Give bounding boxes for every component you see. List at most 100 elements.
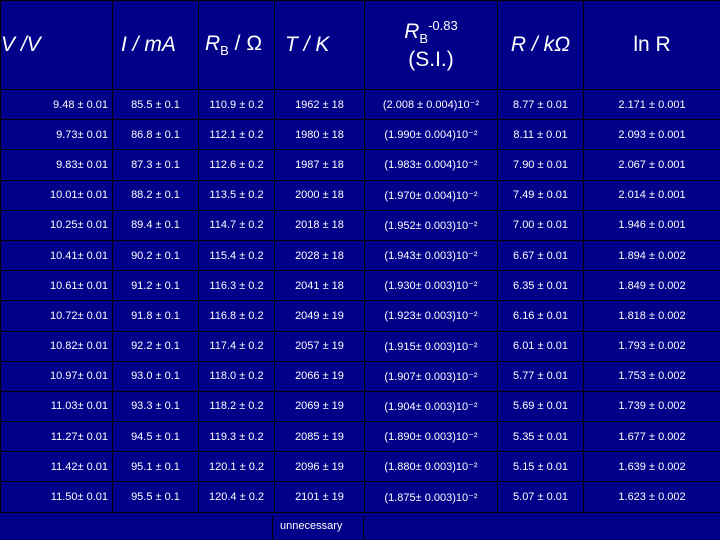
- cell-resistance: 5.07 ± 0.01: [497, 481, 584, 513]
- header-rb-power: RB-0.83 (S.I.): [364, 0, 498, 90]
- cell-voltage: 9.73± 0.01: [0, 119, 113, 151]
- cell-temperature: 2066 ± 19: [274, 360, 365, 392]
- cell-voltage: 10.25± 0.01: [0, 209, 113, 241]
- cell-resistance: 6.35 ± 0.01: [497, 270, 584, 302]
- cell-rb: 112.6 ± 0.2: [198, 149, 275, 181]
- cell-ln-r: 2.171 ± 0.001: [583, 88, 720, 121]
- cell-temperature: 2069 ± 19: [274, 390, 365, 423]
- cell-ln-r: 1.793 ± 0.002: [583, 330, 720, 362]
- cell-temperature: 1980 ± 18: [274, 119, 365, 151]
- cell-voltage: 10.72± 0.01: [0, 300, 113, 332]
- cell-voltage: 11.42± 0.01: [0, 451, 113, 483]
- cell-ln-r: 2.014 ± 0.001: [583, 179, 720, 211]
- header-voltage: V /V: [0, 0, 113, 90]
- cell-ln-r: 1.894 ± 0.002: [583, 239, 720, 272]
- header-rb-sub: B: [220, 43, 229, 59]
- cell-ln-r: 2.093 ± 0.001: [583, 119, 720, 151]
- header-temperature: T / K: [274, 0, 365, 90]
- cell-temperature: 2028 ± 18: [274, 239, 365, 272]
- cell-resistance: 5.69 ± 0.01: [497, 390, 584, 423]
- table-row: 11.50± 0.01 95.5 ± 0.1 120.4 ± 0.2 2101 ± 1…: [0, 481, 720, 513]
- cell-rb-power: (1.952± 0.003)10⁻²: [364, 209, 498, 241]
- header-rb-power-unit: (S.I.): [408, 48, 454, 72]
- cell-current: 95.1 ± 0.1: [112, 451, 199, 483]
- cell-rb-power: (1.875± 0.003)10⁻²: [364, 481, 498, 513]
- table-body: 9.48 ± 0.01 85.5 ± 0.1 110.9 ± 0.2 1962 ± 1…: [0, 88, 720, 513]
- table-row: 10.41± 0.01 90.2 ± 0.1 115.4 ± 0.2 2028 ± 1…: [0, 239, 720, 272]
- cell-temperature: 2049 ± 19: [274, 300, 365, 332]
- cell-resistance: 6.01 ± 0.01: [497, 330, 584, 362]
- cell-ln-r: 1.623 ± 0.002: [583, 481, 720, 513]
- table-row: 11.42± 0.01 95.1 ± 0.1 120.1 ± 0.2 2096 ± 1…: [0, 451, 720, 483]
- cell-voltage: 10.97± 0.01: [0, 360, 113, 392]
- cell-rb-power: (1.970± 0.004)10⁻²: [364, 179, 498, 211]
- cell-resistance: 8.11 ± 0.01: [497, 119, 584, 151]
- cell-current: 93.0 ± 0.1: [112, 360, 199, 392]
- table-row: 10.01± 0.01 88.2 ± 0.1 113.5 ± 0.2 2000 ± 1…: [0, 179, 720, 211]
- cell-ln-r: 1.739 ± 0.002: [583, 390, 720, 423]
- cell-rb-power: (1.880± 0.003)10⁻²: [364, 451, 498, 483]
- cell-voltage: 10.61± 0.01: [0, 270, 113, 302]
- cell-ln-r: 2.067 ± 0.001: [583, 149, 720, 181]
- header-rb-power-symbol: R: [404, 19, 420, 43]
- cell-voltage: 9.83± 0.01: [0, 149, 113, 181]
- table-row: 9.48 ± 0.01 85.5 ± 0.1 110.9 ± 0.2 1962 ± 1…: [0, 88, 720, 121]
- cell-rb: 117.4 ± 0.2: [198, 330, 275, 362]
- table-row: 11.27± 0.01 94.5 ± 0.1 119.3 ± 0.2 2085 ± 1…: [0, 421, 720, 453]
- cell-rb: 113.5 ± 0.2: [198, 179, 275, 211]
- cell-rb: 120.1 ± 0.2: [198, 451, 275, 483]
- cell-resistance: 5.77 ± 0.01: [497, 360, 584, 392]
- cell-rb: 118.0 ± 0.2: [198, 360, 275, 392]
- cell-current: 91.8 ± 0.1: [112, 300, 199, 332]
- cell-rb-power: (1.990± 0.004)10⁻²: [364, 119, 498, 151]
- table-row: 10.82± 0.01 92.2 ± 0.1 117.4 ± 0.2 2057 ± 1…: [0, 330, 720, 362]
- cell-rb-power: (1.907± 0.003)10⁻²: [364, 360, 498, 392]
- header-ln-r: ln R: [583, 0, 720, 90]
- cell-rb-power: (1.923± 0.003)10⁻²: [364, 300, 498, 332]
- table-row: 9.73± 0.01 86.8 ± 0.1 112.1 ± 0.2 1980 ± 18…: [0, 119, 720, 151]
- table-row: 10.97± 0.01 93.0 ± 0.1 118.0 ± 0.2 2066 ± 1…: [0, 360, 720, 392]
- header-rb: RB / Ω: [198, 0, 275, 90]
- cell-rb: 120.4 ± 0.2: [198, 481, 275, 513]
- footer-cell: [272, 516, 364, 540]
- cell-resistance: 7.00 ± 0.01: [497, 209, 584, 241]
- header-resistance-label: R / kΩ: [510, 33, 571, 56]
- header-rb-power-exponent: -0.83: [428, 17, 458, 33]
- cell-voltage: 10.41± 0.01: [0, 239, 113, 272]
- cell-voltage: 10.01± 0.01: [0, 179, 113, 211]
- cell-ln-r: 1.946 ± 0.001: [583, 209, 720, 241]
- cell-ln-r: 1.639 ± 0.002: [583, 451, 720, 483]
- cell-ln-r: 1.849 ± 0.002: [583, 270, 720, 302]
- cell-temperature: 2101 ± 19: [274, 481, 365, 513]
- cell-current: 87.3 ± 0.1: [112, 149, 199, 181]
- header-current: I / mA: [112, 0, 199, 90]
- cell-rb: 116.8 ± 0.2: [198, 300, 275, 332]
- cell-rb: 118.2 ± 0.2: [198, 390, 275, 423]
- cell-current: 85.5 ± 0.1: [112, 88, 199, 121]
- cell-rb: 116.3 ± 0.2: [198, 270, 275, 302]
- header-resistance: R / kΩ: [497, 0, 584, 90]
- cell-resistance: 7.49 ± 0.01: [497, 179, 584, 211]
- cell-rb-power: (1.904± 0.003)10⁻²: [364, 390, 498, 423]
- cell-rb-power: (1.915± 0.003)10⁻²: [364, 330, 498, 362]
- cell-rb: 119.3 ± 0.2: [198, 421, 275, 453]
- table-header: V /V I / mA RB / Ω T / K RB-0.83 (S.I.) …: [0, 0, 720, 90]
- cell-resistance: 5.15 ± 0.01: [497, 451, 584, 483]
- cell-temperature: 2057 ± 19: [274, 330, 365, 362]
- table-row: 11.03± 0.01 93.3 ± 0.1 118.2 ± 0.2 2069 ± 1…: [0, 390, 720, 423]
- cell-rb: 112.1 ± 0.2: [198, 119, 275, 151]
- cell-rb-power: (1.890± 0.003)10⁻²: [364, 421, 498, 453]
- cell-ln-r: 1.677 ± 0.002: [583, 421, 720, 453]
- cell-resistance: 6.16 ± 0.01: [497, 300, 584, 332]
- cell-temperature: 1987 ± 18: [274, 149, 365, 181]
- cell-current: 95.5 ± 0.1: [112, 481, 199, 513]
- cell-temperature: 2000 ± 18: [274, 179, 365, 211]
- cell-voltage: 11.27± 0.01: [0, 421, 113, 453]
- footer-note: unnecessary: [280, 520, 343, 532]
- cell-ln-r: 1.753 ± 0.002: [583, 360, 720, 392]
- cell-voltage: 11.50± 0.01: [0, 481, 113, 513]
- cell-rb-power: (1.930± 0.003)10⁻²: [364, 270, 498, 302]
- cell-current: 86.8 ± 0.1: [112, 119, 199, 151]
- cell-ln-r: 1.818 ± 0.002: [583, 300, 720, 332]
- header-rb-power-formula: RB-0.83: [404, 17, 458, 46]
